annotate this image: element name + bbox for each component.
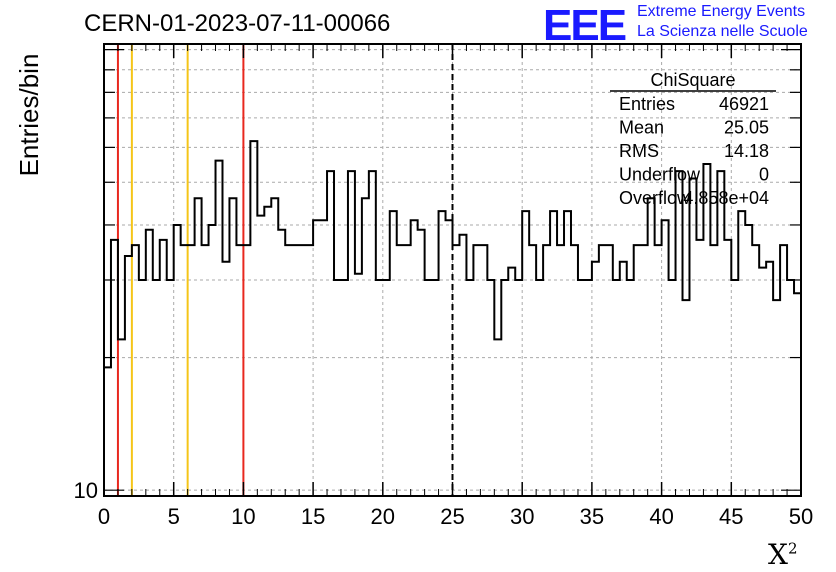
logo-line-1: Extreme Energy Events [637,3,806,20]
x-tick-label: 35 [580,504,604,529]
stats-label: Underflow [619,165,701,185]
stats-value: 4.858e+04 [683,188,769,208]
histogram-series [104,140,801,369]
stats-value: 25.05 [724,118,769,138]
eee-logo-text: Extreme Energy Events La Scienza nelle S… [637,2,808,42]
stats-value: 14.18 [724,141,769,161]
x-tick-label: 50 [789,504,813,529]
stats-value: 46921 [719,94,769,114]
reference-lines [116,44,454,496]
x-axis-label: X2 [768,538,798,571]
stats-label: RMS [619,141,659,161]
x-tick-label: 15 [301,504,325,529]
stats-box: ChiSquare Entries 46921 Mean 25.05 RMS 14.18 U… [610,70,776,208]
x-tick-label: 45 [719,504,743,529]
axis-ticks [103,44,802,496]
stats-label: Mean [619,118,664,138]
chart-title: CERN-01-2023-07-11-00066 [84,10,391,37]
stats-label: Entries [619,94,675,114]
stats-title: ChiSquare [650,70,735,90]
x-tick-label: 5 [168,504,180,529]
logo-line-2: La Scienza nelle Scuole [637,23,808,40]
y-tick-label: 10 [74,478,98,503]
eee-logo: EEE [543,4,628,44]
stats-value: 0 [759,165,769,185]
x-tick-label: 0 [98,504,110,529]
x-tick-label: 25 [440,504,464,529]
svg-text:EEE: EEE [543,4,626,44]
x-tick-label: 30 [510,504,534,529]
x-tick-label: 20 [371,504,395,529]
x-tick-label: 40 [649,504,673,529]
x-tick-label: 10 [231,504,255,529]
stats-label: Overflow [619,188,691,208]
tick-labels: 0 5 10 15 20 25 30 35 40 45 50 10 [74,478,814,529]
